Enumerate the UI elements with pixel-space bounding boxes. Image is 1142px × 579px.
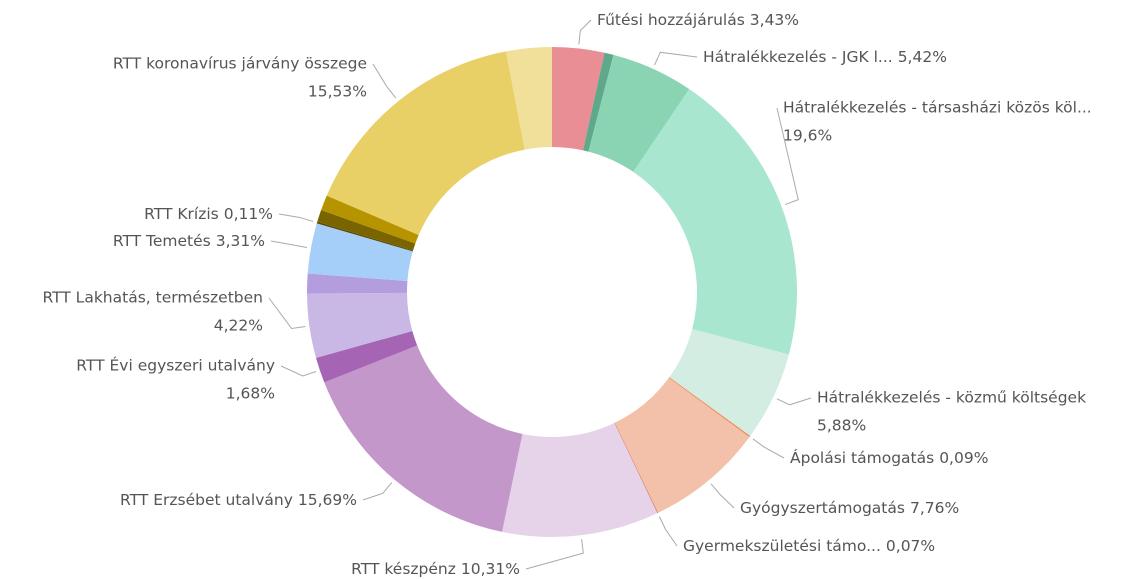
slice-value-label: 3,43% xyxy=(750,11,799,29)
donut-slice xyxy=(307,292,413,358)
slice-label: RTT Erzsébet utalvány xyxy=(120,491,293,509)
donut-slice xyxy=(326,51,525,235)
leader-line xyxy=(372,63,397,99)
slice-label: RTT Temetés xyxy=(113,232,211,250)
slice-label-group: Gyógyszertámogatás 7,76% xyxy=(740,499,959,517)
donut-slice xyxy=(583,52,614,152)
leader-line xyxy=(578,19,592,45)
donut-slice xyxy=(669,329,789,437)
leader-line xyxy=(362,482,393,501)
donut-slice xyxy=(506,47,552,150)
slice-label: RTT készpénz xyxy=(351,560,456,578)
donut-slice xyxy=(316,330,418,383)
slice-label-group: Gyermekszületési támo... 0,07% xyxy=(683,537,935,555)
donut-slice xyxy=(502,422,658,537)
donut-slice xyxy=(317,210,416,251)
leader-line xyxy=(278,213,314,222)
donut-slice xyxy=(324,345,523,532)
slice-label-group: RTT Krízis 0,11% xyxy=(144,205,273,223)
donut-slice xyxy=(668,377,751,438)
slice-value-label: 0,09% xyxy=(939,449,988,467)
leader-line xyxy=(654,51,698,66)
slice-label-group: Ápolási támogatás 0,09% xyxy=(790,448,988,467)
donut-slice xyxy=(614,422,659,514)
slice-label: RTT Krízis xyxy=(144,205,219,223)
slice-value-label: 15,53% xyxy=(308,83,367,101)
slice-value-label: 5,88% xyxy=(817,417,866,435)
slice-label-group: RTT Temetés 3,31% xyxy=(113,232,265,250)
slice-value-label: 1,68% xyxy=(226,385,275,403)
slice-label: Hátralékkezelés - közmű költségek xyxy=(817,389,1086,407)
slice-label: Ápolási támogatás xyxy=(790,448,934,467)
leader-line xyxy=(270,240,308,248)
slice-value-label: 0,07% xyxy=(886,537,935,555)
slice-value-label: 5,42% xyxy=(898,48,947,66)
donut-slice xyxy=(316,221,414,252)
slice-label-group: RTT Erzsébet utalvány 15,69% xyxy=(120,491,357,509)
leader-line xyxy=(776,397,812,406)
slice-label: Hátralékkezelés - társasházi közös köl..… xyxy=(783,99,1092,117)
slice-label: Gyógyszertámogatás xyxy=(740,499,905,517)
leader-line xyxy=(658,516,678,547)
slice-label: Hátralékkezelés - JGK l... xyxy=(703,48,893,66)
slice-value-label: 15,69% xyxy=(298,491,357,509)
donut-slice xyxy=(307,223,413,282)
leader-line xyxy=(280,365,317,377)
slice-label: Fűtési hozzájárulás xyxy=(597,11,745,29)
slice-value-label: 10,31% xyxy=(461,560,520,578)
slice-value-label: 0,11% xyxy=(224,205,273,223)
slice-value-label: 19,6% xyxy=(783,127,832,145)
leader-line xyxy=(752,438,785,459)
slice-label: RTT koronavírus járvány összege xyxy=(113,55,367,73)
donut-slice xyxy=(588,54,690,172)
slice-label-group: Fűtési hozzájárulás 3,43% xyxy=(597,11,799,29)
leader-line xyxy=(268,297,306,330)
leader-line xyxy=(525,539,584,570)
slice-label: RTT Lakhatás, természetben xyxy=(42,289,263,307)
donut-slice xyxy=(633,89,797,355)
donut-slice xyxy=(306,273,408,294)
slice-label-group: Hátralékkezelés - JGK l... 5,42% xyxy=(703,48,947,66)
slice-value-label: 7,76% xyxy=(910,499,959,517)
leader-line xyxy=(710,483,735,509)
donut-slice xyxy=(321,195,419,244)
donut-slice xyxy=(614,377,750,513)
slice-value-label: 3,31% xyxy=(216,232,265,250)
slice-label-group: RTT készpénz 10,31% xyxy=(351,560,520,578)
donut-slice xyxy=(552,47,605,151)
slice-label: Gyermekszületési támo... xyxy=(683,537,881,555)
slice-value-label: 4,22% xyxy=(214,317,263,335)
leader-line xyxy=(776,107,799,206)
slice-label: RTT Évi egyszeri utalvány xyxy=(76,356,275,375)
